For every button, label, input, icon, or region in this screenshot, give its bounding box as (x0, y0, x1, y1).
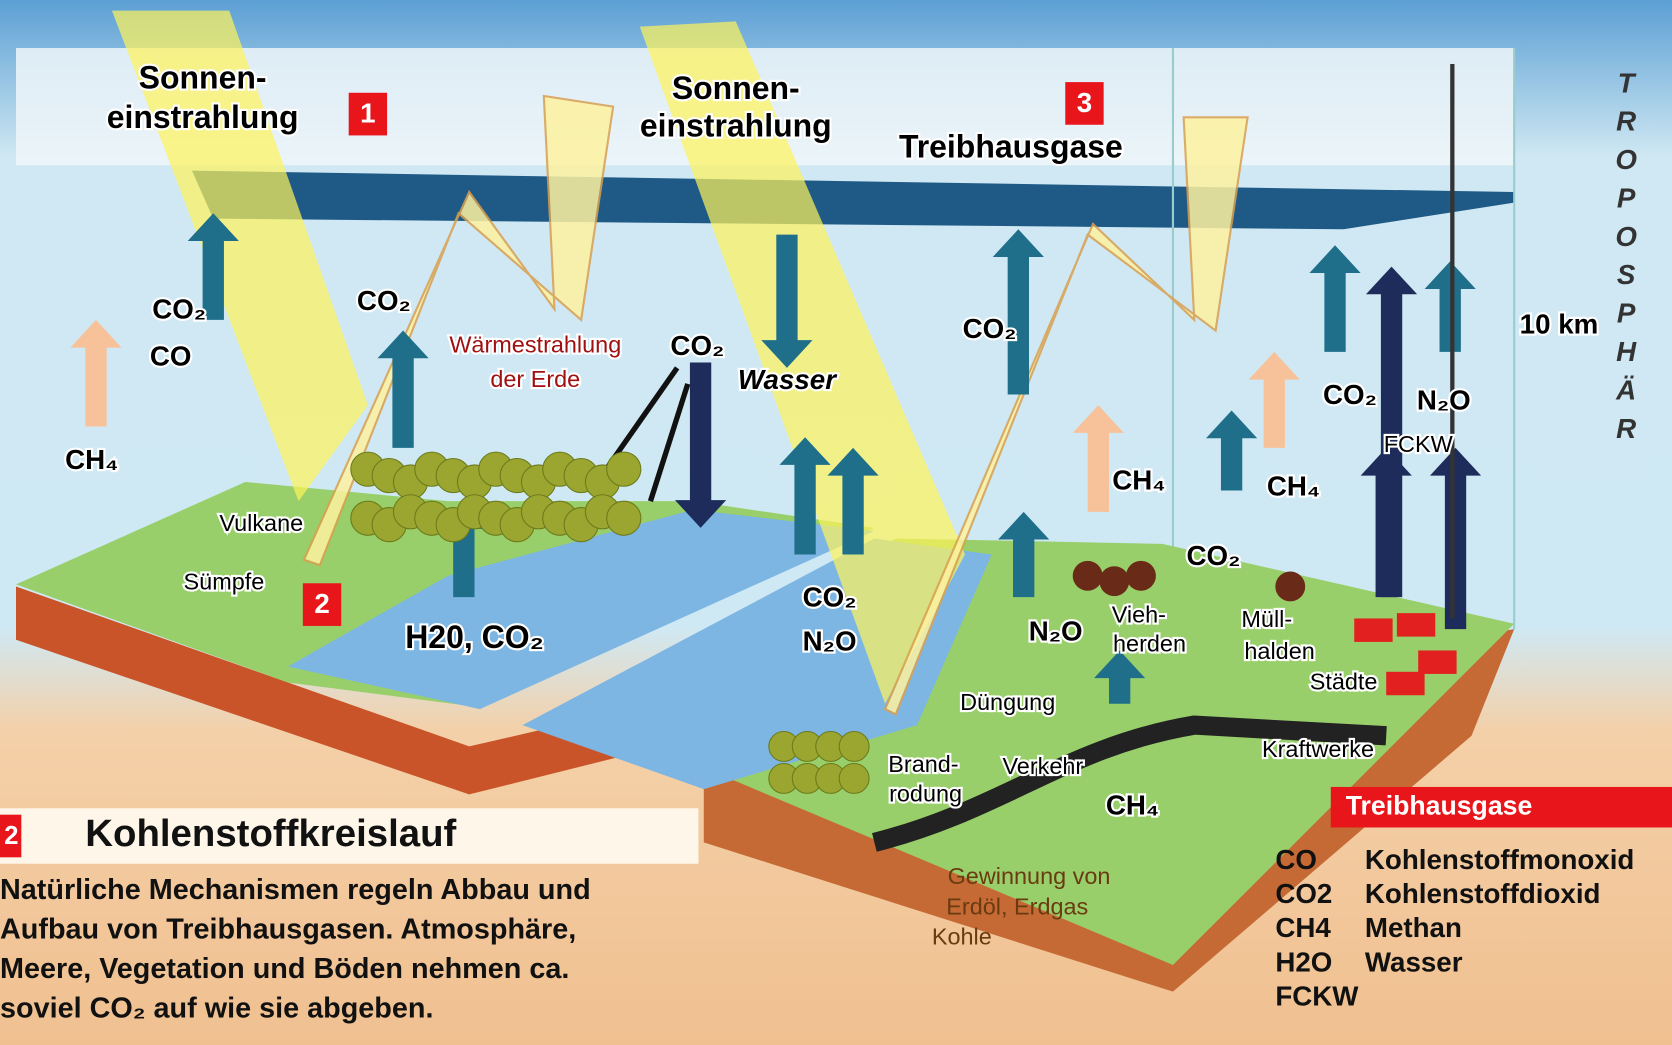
info-text: Meere, Vegetation und Böden nehmen ca. (0, 953, 569, 985)
legend-abbr: H2O (1275, 946, 1332, 977)
marker: 3 (1065, 82, 1103, 125)
label: 10 km (1520, 309, 1599, 340)
label: Sümpfe (184, 568, 265, 594)
legend-abbr: CO (1275, 844, 1317, 875)
info-title: Kohlenstoffkreislauf (85, 812, 456, 855)
label: Städte (1310, 669, 1378, 695)
house (1386, 672, 1424, 695)
label: Wärmestrahlung (449, 332, 621, 358)
label: CO₂ (152, 294, 206, 325)
label: CO₂ (670, 330, 724, 361)
legend-abbr: CO2 (1275, 878, 1332, 909)
herd (1099, 566, 1129, 596)
tree (607, 501, 641, 535)
marker-number: 2 (314, 588, 329, 619)
label: CH₄ (65, 444, 118, 475)
label: Erdöl, Erdgas (946, 894, 1088, 920)
label: Düngung (960, 689, 1055, 715)
label: Treibhausgase (899, 129, 1123, 165)
label: CO₂ (1187, 540, 1241, 571)
herd (1126, 561, 1156, 591)
marker-number: 3 (1077, 87, 1092, 118)
label: Vieh- (1112, 602, 1166, 628)
marker: 2 (303, 583, 341, 626)
altitude-scale (1450, 64, 1454, 618)
marker: 1 (349, 93, 387, 136)
label: herden (1113, 630, 1186, 656)
label: CO₂ (963, 313, 1017, 344)
label: CO₂ (357, 285, 411, 316)
herd (1073, 561, 1103, 591)
legend-abbr: CH4 (1275, 912, 1331, 943)
house (1418, 650, 1456, 673)
label: Brand- (888, 751, 958, 777)
diagram: Sonnen- einstrahlung Sonnen- einstrahlun… (0, 0, 1672, 1045)
marker-number: 2 (4, 822, 18, 850)
label: Müll- (1241, 606, 1292, 632)
label: N₂O (803, 625, 857, 656)
house (1354, 618, 1392, 641)
label: FCKW (1384, 431, 1454, 457)
legend-abbr: FCKW (1275, 980, 1359, 1011)
label: Vulkane (219, 510, 303, 536)
label: N₂O (1417, 384, 1471, 415)
tree (839, 763, 869, 793)
label: CH₄ (1267, 471, 1320, 502)
label: Sonnen- (139, 59, 267, 95)
label: N₂O (1029, 616, 1083, 647)
legend-name: Methan (1365, 912, 1462, 943)
label: einstrahlung (107, 99, 299, 135)
house (1397, 613, 1435, 636)
label: CO₂ (803, 582, 857, 613)
label: Verkehr (1002, 753, 1083, 779)
label: Wasser (738, 364, 838, 395)
info-text: soviel CO₂ auf wie sie abgeben. (0, 992, 433, 1024)
legend-name: Wasser (1365, 946, 1463, 977)
legend-title: Treibhausgase (1346, 790, 1533, 820)
legend-name: Kohlenstoffdioxid (1365, 878, 1601, 909)
label: CH₄ (1106, 790, 1159, 821)
legend-name: Kohlenstoffmonoxid (1365, 844, 1634, 875)
label: einstrahlung (640, 107, 832, 143)
label: der Erde (490, 366, 580, 392)
info-text: Natürliche Mechanismen regeln Abbau und (0, 874, 591, 906)
label: rodung (889, 781, 962, 807)
label: CO₂ (1323, 379, 1377, 410)
label: halden (1244, 638, 1314, 664)
tree (607, 452, 641, 486)
label: Sonnen- (672, 70, 800, 106)
tree (839, 732, 869, 762)
marker-number: 1 (360, 97, 375, 128)
herd (1275, 572, 1305, 602)
label: CH₄ (1112, 464, 1165, 495)
label: H20, CO₂ (405, 619, 544, 655)
label: Kohle (932, 924, 992, 950)
info-text: Aufbau von Treibhausgasen. Atmosphäre, (0, 914, 576, 946)
label: CO (150, 341, 192, 372)
label: Kraftwerke (1262, 736, 1374, 762)
label: Gewinnung von (948, 863, 1111, 889)
